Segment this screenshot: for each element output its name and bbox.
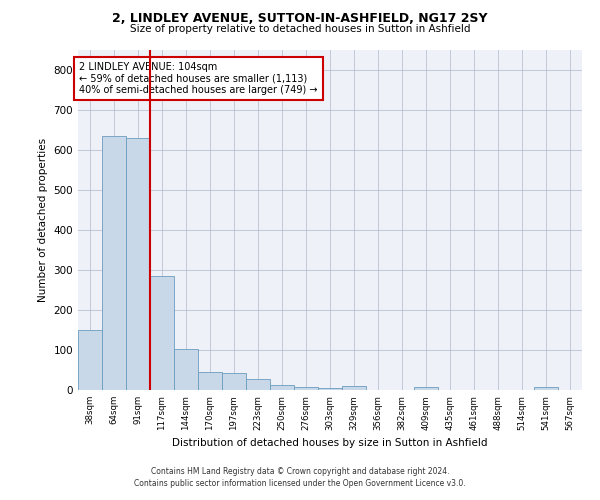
Bar [222, 373, 246, 390]
Y-axis label: Number of detached properties: Number of detached properties [38, 138, 48, 302]
Text: Size of property relative to detached houses in Sutton in Ashfield: Size of property relative to detached ho… [130, 24, 470, 34]
Bar [126, 138, 150, 390]
Bar [78, 330, 102, 390]
Bar [174, 349, 198, 390]
X-axis label: Distribution of detached houses by size in Sutton in Ashfield: Distribution of detached houses by size … [172, 438, 488, 448]
Text: 2, LINDLEY AVENUE, SUTTON-IN-ASHFIELD, NG17 2SY: 2, LINDLEY AVENUE, SUTTON-IN-ASHFIELD, N… [112, 12, 488, 26]
Text: 2 LINDLEY AVENUE: 104sqm
← 59% of detached houses are smaller (1,113)
40% of sem: 2 LINDLEY AVENUE: 104sqm ← 59% of detach… [79, 62, 318, 95]
Bar [270, 385, 294, 390]
Bar [294, 387, 318, 390]
Bar [150, 276, 174, 390]
Bar [198, 372, 222, 390]
Bar [246, 379, 270, 390]
Text: Contains public sector information licensed under the Open Government Licence v3: Contains public sector information licen… [134, 478, 466, 488]
Bar [102, 136, 126, 390]
Bar [534, 387, 558, 390]
Bar [414, 387, 438, 390]
Bar [342, 386, 366, 390]
Bar [318, 388, 342, 390]
Text: Contains HM Land Registry data © Crown copyright and database right 2024.: Contains HM Land Registry data © Crown c… [151, 467, 449, 476]
